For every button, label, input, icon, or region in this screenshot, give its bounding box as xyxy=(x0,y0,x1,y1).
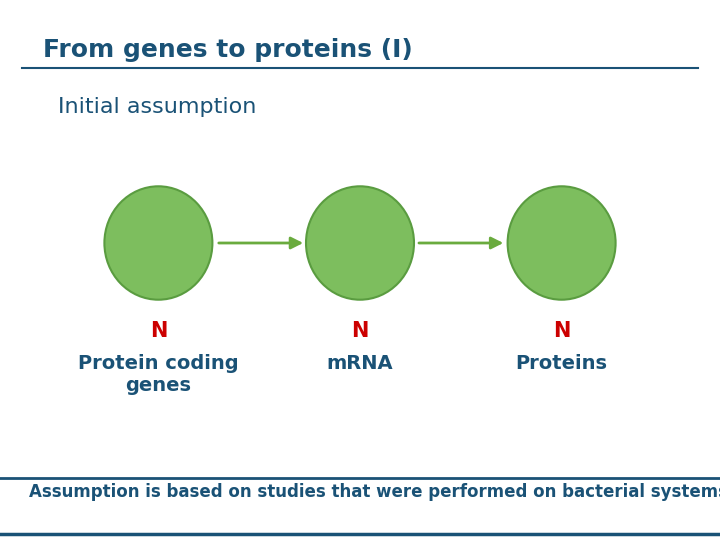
Text: Protein coding
genes: Protein coding genes xyxy=(78,354,239,395)
Text: N: N xyxy=(553,321,570,341)
Text: From genes to proteins (I): From genes to proteins (I) xyxy=(43,38,413,62)
Ellipse shape xyxy=(104,186,212,300)
Text: mRNA: mRNA xyxy=(327,354,393,373)
Text: N: N xyxy=(351,321,369,341)
Ellipse shape xyxy=(508,186,616,300)
Text: Initial assumption: Initial assumption xyxy=(58,97,256,117)
Ellipse shape xyxy=(306,186,414,300)
Text: Proteins: Proteins xyxy=(516,354,608,373)
Text: Assumption is based on studies that were performed on bacterial systems: Assumption is based on studies that were… xyxy=(29,483,720,501)
Text: N: N xyxy=(150,321,167,341)
